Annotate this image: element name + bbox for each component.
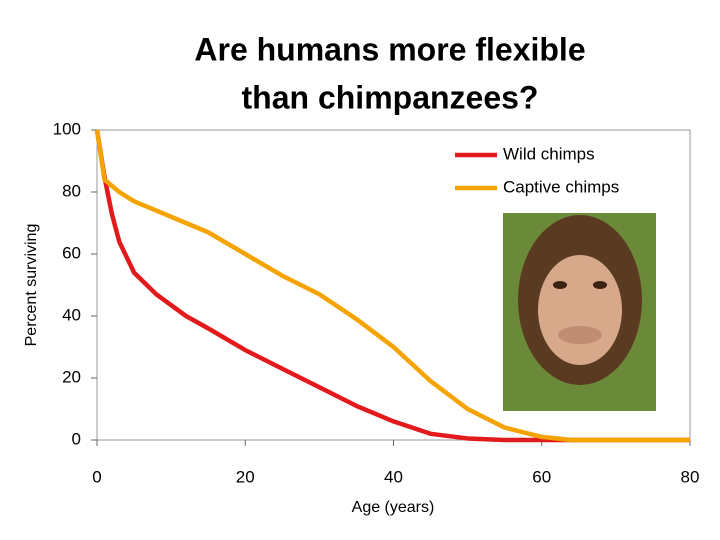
y-tick-label: 60 xyxy=(62,243,81,262)
legend-label: Wild chimps xyxy=(503,144,595,163)
legend-label: Captive chimps xyxy=(503,177,619,196)
y-tick-label: 80 xyxy=(62,181,81,200)
series-line xyxy=(94,129,690,443)
x-axis-label: Age (years) xyxy=(352,499,435,516)
y-tick-label: 0 xyxy=(72,429,81,448)
chart-title: than chimpanzees? xyxy=(242,79,539,115)
x-tick-label: 80 xyxy=(681,467,700,486)
y-tick-label: 20 xyxy=(62,367,81,386)
x-tick-label: 40 xyxy=(384,467,403,486)
y-axis-label: Percent surviving xyxy=(23,224,40,347)
x-tick-label: 60 xyxy=(532,467,551,486)
series-line xyxy=(94,129,690,443)
x-tick-label: 20 xyxy=(236,467,255,486)
chimp-photo xyxy=(503,213,656,411)
chart-title: Are humans more flexible xyxy=(194,31,585,67)
x-tick-label: 0 xyxy=(92,467,101,486)
y-tick-label: 100 xyxy=(53,119,81,138)
y-tick-label: 40 xyxy=(62,305,81,324)
